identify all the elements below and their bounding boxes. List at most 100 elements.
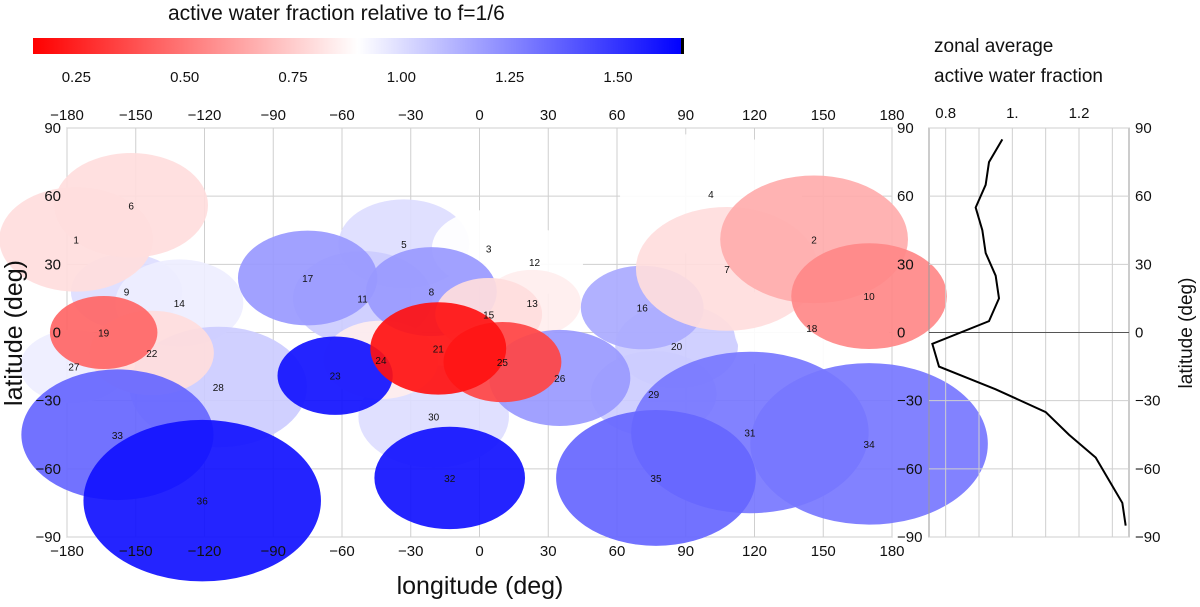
zonal-title: zonal average (934, 36, 1053, 57)
region-label: 32 (444, 474, 456, 485)
x-tick-label-bottom: −150 (119, 543, 153, 560)
region-label: 16 (637, 304, 649, 315)
y-tick-label-left: −60 (36, 461, 61, 478)
y-tick-label-left: −90 (36, 529, 61, 546)
region-23 (277, 336, 393, 415)
zonal-y-tick-label: −30 (1135, 393, 1160, 410)
region-label: 8 (429, 288, 435, 299)
x-axis-label: longitude (deg) (397, 572, 564, 600)
region-label: 13 (527, 299, 539, 310)
zonal-grid (929, 127, 1129, 538)
y-tick-label-right: −60 (897, 461, 922, 478)
x-tick-label-top: 60 (609, 107, 626, 124)
y-tick-label-right: 60 (897, 188, 914, 205)
x-tick-label-bottom: 90 (677, 543, 694, 560)
region-label: 4 (708, 190, 714, 201)
colorbar-tick-label: 0.25 (62, 69, 91, 86)
y-tick-label-right: −90 (897, 529, 922, 546)
region-label: 6 (128, 201, 134, 212)
region-label: 29 (648, 390, 660, 401)
y-axis-label: latitude (deg) (0, 260, 28, 406)
region-label: 31 (744, 428, 756, 439)
region-label: 5 (401, 240, 407, 251)
region-label: 1 (73, 235, 79, 246)
y-tick-label-right: 30 (897, 256, 914, 273)
x-tick-label-bottom: 120 (742, 543, 767, 560)
region-label: 28 (213, 383, 225, 394)
region-label: 9 (124, 288, 130, 299)
colorbar-gradient (33, 38, 683, 54)
x-tick-label-bottom: 180 (879, 543, 904, 560)
region-32 (374, 426, 526, 530)
x-tick-label-bottom: −60 (329, 543, 354, 560)
colorbar: active water fraction relative to f=1/6 … (33, 2, 684, 86)
zonal-y-tick-label: 0 (1135, 325, 1143, 342)
region-label: 35 (650, 474, 662, 485)
x-tick-label-top: 180 (879, 107, 904, 124)
region-label: 12 (529, 258, 541, 269)
y-tick-label-right: 0 (897, 325, 905, 342)
zonal-y-tick-label: 60 (1135, 188, 1152, 205)
x-tick-label-top: 30 (540, 107, 557, 124)
zonal-y-axis-label: latitude (deg) (1176, 278, 1197, 389)
region-label: 11 (357, 294, 368, 305)
x-tick-label-bottom: 0 (475, 543, 483, 560)
region-label: 7 (724, 265, 730, 276)
colorbar-tick-label: 1.25 (495, 69, 524, 86)
zonal-x-tick-label: 0.8 (935, 105, 956, 122)
map-regions (0, 131, 988, 582)
region-6 (54, 153, 209, 258)
x-tick-label-top: −120 (188, 107, 222, 124)
zonal-y-tick-label: −60 (1135, 461, 1160, 478)
colorbar-tick-label: 1.00 (387, 69, 416, 86)
region-label: 14 (174, 299, 186, 310)
region-36 (83, 419, 321, 582)
region-35 (556, 410, 756, 546)
region-label: 24 (375, 356, 387, 367)
zonal-average-line (931, 138, 1127, 526)
region-21 (370, 302, 507, 395)
zonal-ticks: 0.8 1. 1.2 −90 −60 −30 0 30 60 90 (935, 105, 1160, 546)
region-label: 2 (811, 235, 817, 246)
x-tick-label-top: 120 (742, 107, 767, 124)
region-label: 23 (330, 372, 342, 383)
region-label: 30 (428, 413, 440, 424)
region-label: 19 (98, 329, 110, 340)
x-tick-label-top: −180 (50, 107, 84, 124)
y-tick-label-left: 0 (53, 325, 61, 342)
zonal-y-tick-label: 90 (1135, 120, 1152, 137)
region-label: 33 (112, 431, 124, 442)
region-19 (49, 295, 158, 370)
region-label: 22 (146, 349, 158, 360)
zonal-y-tick-label: −90 (1135, 529, 1160, 546)
x-tick-label-top: 150 (811, 107, 836, 124)
y-tick-label-left: 90 (44, 120, 61, 137)
colorbar-tick-label: 0.75 (278, 69, 307, 86)
x-tick-label-top: −60 (329, 107, 354, 124)
x-tick-label-bottom: −30 (398, 543, 423, 560)
y-tick-label-right: 90 (897, 120, 914, 137)
x-tick-label-top: 90 (677, 107, 694, 124)
y-tick-label-right: −30 (897, 393, 922, 410)
region-label: 36 (197, 497, 209, 508)
region-label: 26 (554, 374, 566, 385)
region-label: 20 (671, 342, 683, 353)
x-tick-label-top: −30 (398, 107, 423, 124)
y-tick-label-left: −30 (36, 393, 61, 410)
region-label: 3 (486, 244, 492, 255)
colorbar-title: active water fraction relative to f=1/6 (168, 2, 505, 25)
zonal-x-tick-label: 1.2 (1069, 105, 1090, 122)
x-tick-label-bottom: 150 (811, 543, 836, 560)
colorbar-end-cap (681, 38, 684, 54)
zonal-panel: zonal average active water fraction 0.8 1… (928, 36, 1197, 546)
map-ticks: −180 −180 −150 −150 −120 −120 −90 −90 −60 −60 −30 −… (36, 107, 923, 560)
x-tick-label-bottom: −120 (188, 543, 222, 560)
region-label: 21 (433, 344, 445, 355)
x-tick-label-top: −90 (261, 107, 286, 124)
x-tick-label-bottom: −90 (261, 543, 286, 560)
region-label: 18 (806, 324, 818, 335)
x-tick-label-bottom: 60 (609, 543, 626, 560)
